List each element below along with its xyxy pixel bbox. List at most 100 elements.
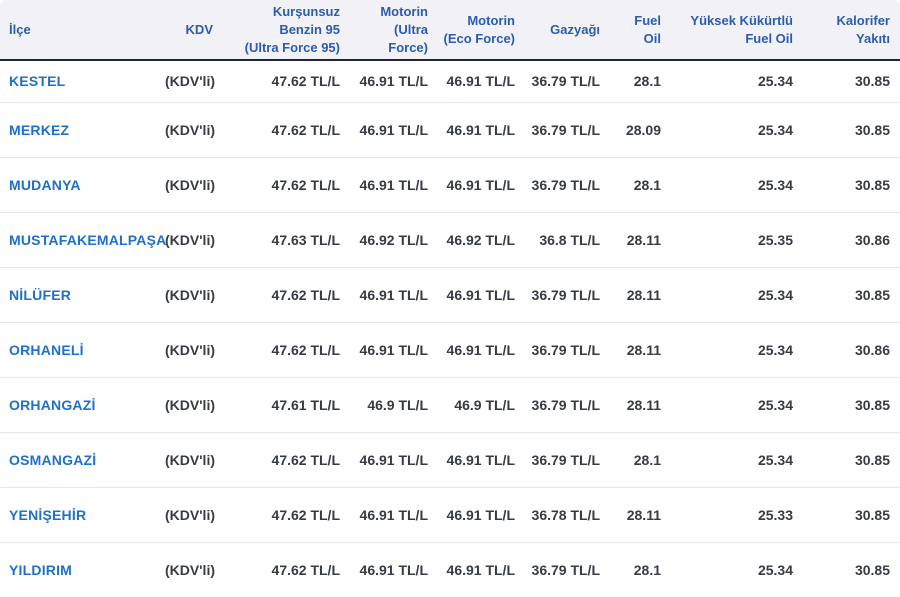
motorin-ultra-price: 46.91 TL/L [340,157,428,213]
gazyagi-price: 36.8 TL/L [515,212,600,268]
motorin-ultra-price: 46.91 TL/L [340,102,428,158]
district-link[interactable]: ORHANELİ [0,322,165,378]
motorin-eco-price: 46.91 TL/L [428,267,515,323]
district-link[interactable]: OSMANGAZİ [0,432,165,488]
yuksek-kukurtlu-price: 25.34 [661,377,793,433]
district-link[interactable]: ORHANGAZİ [0,377,165,433]
motorin-eco-price: 46.92 TL/L [428,212,515,268]
yuksek-kukurtlu-price: 25.35 [661,212,793,268]
col-header-gazyagi: Gazyağı [515,0,600,61]
district-link[interactable]: YILDIRIM [9,561,73,578]
motorin-ultra-price: 46.91 TL/L [359,561,428,578]
kalorifer-price: 30.85 [793,157,900,213]
table-row: KESTEL (KDV'li) 47.62 TL/L 46.91 TL/L 46… [0,60,900,103]
table-row: MERKEZ (KDV'li) 47.62 TL/L 46.91 TL/L 46… [0,102,900,158]
yuksek-kukurtlu-price: 25.34 [661,102,793,158]
kalorifer-price: 30.85 [793,432,900,488]
gazyagi-price: 36.79 TL/L [531,561,600,578]
fuel-oil-price: 28.1 [600,432,661,488]
kdv-cell: (KDV'li) [165,212,215,268]
yuksek-kukurtlu-price: 25.34 [661,267,793,323]
district-link[interactable]: NİLÜFER [0,267,165,323]
district-link[interactable]: KESTEL [0,60,165,103]
yuksek-kukurtlu-price: 25.34 [661,60,793,103]
yuksek-kukurtlu-price: 25.34 [757,561,793,578]
table-row: MUSTAFAKEMALPAŞA (KDV'li) 47.63 TL/L 46.… [0,212,900,268]
motorin-eco-price: 46.91 TL/L [446,561,515,578]
motorin-eco-price: 46.91 TL/L [428,322,515,378]
table-body: KESTEL (KDV'li) 47.62 TL/L 46.91 TL/L 46… [0,60,900,597]
benzin95-price: 47.62 TL/L [213,432,340,488]
gazyagi-price: 36.79 TL/L [515,322,600,378]
gazyagi-price: 36.79 TL/L [515,432,600,488]
kdv-cell: (KDV'li) [165,377,215,433]
district-link[interactable]: MERKEZ [0,102,165,158]
motorin-eco-price: 46.9 TL/L [428,377,515,433]
kdv-cell: (KDV'li) [165,60,215,103]
table-row: MUDANYA (KDV'li) 47.62 TL/L 46.91 TL/L 4… [0,157,900,213]
table-header: İlçe KDV Kurşunsuz Benzin 95 (Ultra Forc… [0,0,900,61]
gazyagi-price: 36.79 TL/L [515,267,600,323]
gazyagi-price: 36.78 TL/L [515,487,600,543]
table-row: ORHANELİ (KDV'li) 47.62 TL/L 46.91 TL/L … [0,322,900,378]
fuel-oil-price: 28.1 [633,561,661,578]
col-header-ilce: İlçe [0,0,165,61]
district-link[interactable]: MUDANYA [0,157,165,213]
fuel-oil-price: 28.11 [600,487,661,543]
yuksek-kukurtlu-price: 25.33 [661,487,793,543]
motorin-ultra-price: 46.91 TL/L [340,487,428,543]
kalorifer-price: 30.85 [854,561,890,578]
kdv-cell: (KDV'li) [165,157,215,213]
motorin-ultra-price: 46.91 TL/L [340,322,428,378]
benzin95-price: 47.62 TL/L [213,487,340,543]
motorin-ultra-price: 46.92 TL/L [340,212,428,268]
kdv-cell: (KDV'li) [165,432,215,488]
benzin95-price: 47.61 TL/L [213,377,340,433]
benzin95-price: 47.62 TL/L [271,561,340,578]
table-row: YENİŞEHİR (KDV'li) 47.62 TL/L 46.91 TL/L… [0,487,900,543]
table-row: YILDIRIM (KDV'li) 47.62 TL/L 46.91 TL/L … [0,542,900,597]
kalorifer-price: 30.85 [793,60,900,103]
kdv-cell: (KDV'li) [165,102,215,158]
benzin95-price: 47.62 TL/L [213,157,340,213]
kalorifer-price: 30.85 [793,267,900,323]
motorin-eco-price: 46.91 TL/L [428,102,515,158]
benzin95-price: 47.62 TL/L [213,102,340,158]
gazyagi-price: 36.79 TL/L [515,102,600,158]
col-header-motorin-ultra: Motorin (Ultra Force) [340,0,428,61]
kalorifer-price: 30.85 [793,102,900,158]
fuel-oil-price: 28.1 [600,60,661,103]
benzin95-price: 47.62 TL/L [213,60,340,103]
benzin95-price: 47.62 TL/L [213,322,340,378]
col-header-motorin-eco: Motorin (Eco Force) [428,0,515,61]
district-link[interactable]: MUSTAFAKEMALPAŞA [0,212,166,268]
yuksek-kukurtlu-price: 25.34 [661,157,793,213]
yuksek-kukurtlu-price: 25.34 [661,322,793,378]
kdv-cell: (KDV'li) [165,561,215,578]
gazyagi-price: 36.79 TL/L [515,60,600,103]
motorin-eco-price: 46.91 TL/L [428,487,515,543]
fuel-oil-price: 28.11 [600,322,661,378]
kdv-cell: (KDV'li) [165,267,215,323]
kalorifer-price: 30.85 [793,487,900,543]
kalorifer-price: 30.86 [793,212,900,268]
col-header-fuel-oil: Fuel Oil [600,0,661,61]
benzin95-price: 47.62 TL/L [213,267,340,323]
yuksek-kukurtlu-price: 25.34 [661,432,793,488]
col-header-benzin95: Kurşunsuz Benzin 95 (Ultra Force 95) [213,0,340,61]
motorin-eco-price: 46.91 TL/L [428,432,515,488]
motorin-eco-price: 46.91 TL/L [428,60,515,103]
motorin-eco-price: 46.91 TL/L [428,157,515,213]
benzin95-price: 47.63 TL/L [213,212,340,268]
motorin-ultra-price: 46.91 TL/L [340,432,428,488]
kdv-cell: (KDV'li) [165,487,215,543]
gazyagi-price: 36.79 TL/L [515,157,600,213]
fuel-oil-price: 28.11 [600,267,661,323]
table-row: NİLÜFER (KDV'li) 47.62 TL/L 46.91 TL/L 4… [0,267,900,323]
fuel-oil-price: 28.11 [600,377,661,433]
table-row: OSMANGAZİ (KDV'li) 47.62 TL/L 46.91 TL/L… [0,432,900,488]
col-header-yuksek-kukurtlu-fuel-oil: Yüksek Kükürtlü Fuel Oil [661,0,793,61]
district-link[interactable]: YENİŞEHİR [0,487,165,543]
kalorifer-price: 30.85 [793,377,900,433]
